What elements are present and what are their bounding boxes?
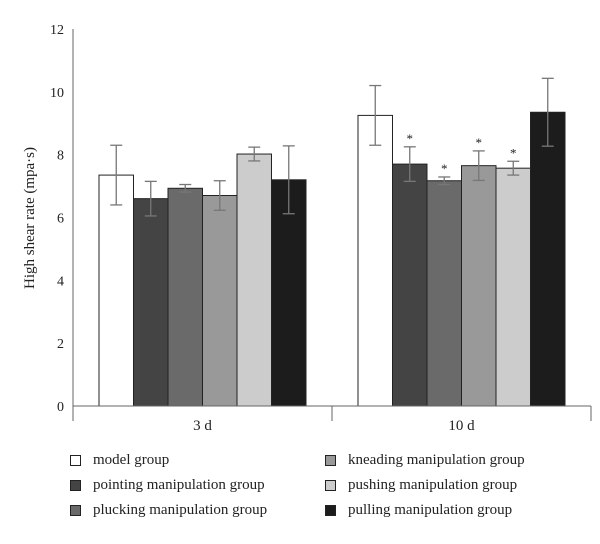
y-tick-label: 12	[50, 23, 64, 38]
bar	[133, 198, 169, 407]
significance-star: *	[441, 161, 448, 176]
bar-chart: 0 2 4 6 8 10 12 * * * * 3 d 10 d High shear rate (…	[22, 23, 592, 434]
significance-star: *	[476, 135, 483, 150]
legend-swatch	[70, 480, 81, 491]
bar	[98, 174, 134, 407]
legend-item: pointing manipulation group	[70, 477, 265, 494]
bar	[392, 163, 428, 407]
legend-item: plucking manipulation group	[70, 502, 267, 519]
x-category-label: 10 d	[448, 418, 475, 434]
bar	[357, 114, 393, 407]
bar	[271, 179, 307, 407]
y-axis-ticks: 0 2 4 6 8 10 12	[50, 23, 64, 415]
legend-label: pulling manipulation group	[348, 502, 513, 518]
legend-label: pushing manipulation group	[348, 477, 518, 493]
bar	[167, 187, 203, 407]
legend: model group kneading manipulation group po…	[70, 452, 590, 532]
legend-swatch	[325, 505, 336, 516]
legend-label: kneading manipulation group	[348, 452, 525, 468]
legend-label: model group	[93, 452, 170, 468]
legend-swatch	[70, 505, 81, 516]
significance-markers: * * * *	[407, 131, 517, 176]
bar	[236, 153, 272, 407]
legend-item: model group	[70, 452, 169, 469]
significance-star: *	[510, 145, 517, 160]
legend-item: pulling manipulation group	[325, 502, 512, 519]
legend-label: pointing manipulation group	[93, 477, 265, 493]
legend-swatch	[325, 480, 336, 491]
y-tick-label: 2	[57, 337, 64, 352]
y-tick-label: 10	[50, 86, 64, 101]
bars-layer	[98, 111, 566, 407]
legend-swatch	[70, 455, 81, 466]
bar	[426, 180, 462, 407]
y-axis-label: High shear rate (mpa·s)	[22, 147, 38, 289]
y-tick-label: 4	[57, 274, 64, 289]
x-axis-categories: 3 d 10 d	[193, 418, 475, 434]
error-bars-layer	[110, 77, 554, 217]
y-tick-label: 0	[57, 400, 64, 415]
legend-item: pushing manipulation group	[325, 477, 517, 494]
axes	[72, 29, 592, 421]
bar	[202, 195, 238, 407]
bar	[530, 111, 566, 407]
legend-label: plucking manipulation group	[93, 502, 268, 518]
legend-swatch	[325, 455, 336, 466]
significance-star: *	[407, 131, 414, 146]
bar	[461, 165, 497, 407]
y-tick-label: 6	[57, 212, 64, 227]
legend-item: kneading manipulation group	[325, 452, 525, 469]
y-tick-label: 8	[57, 149, 64, 164]
bar	[495, 167, 531, 407]
x-category-label: 3 d	[193, 418, 212, 434]
